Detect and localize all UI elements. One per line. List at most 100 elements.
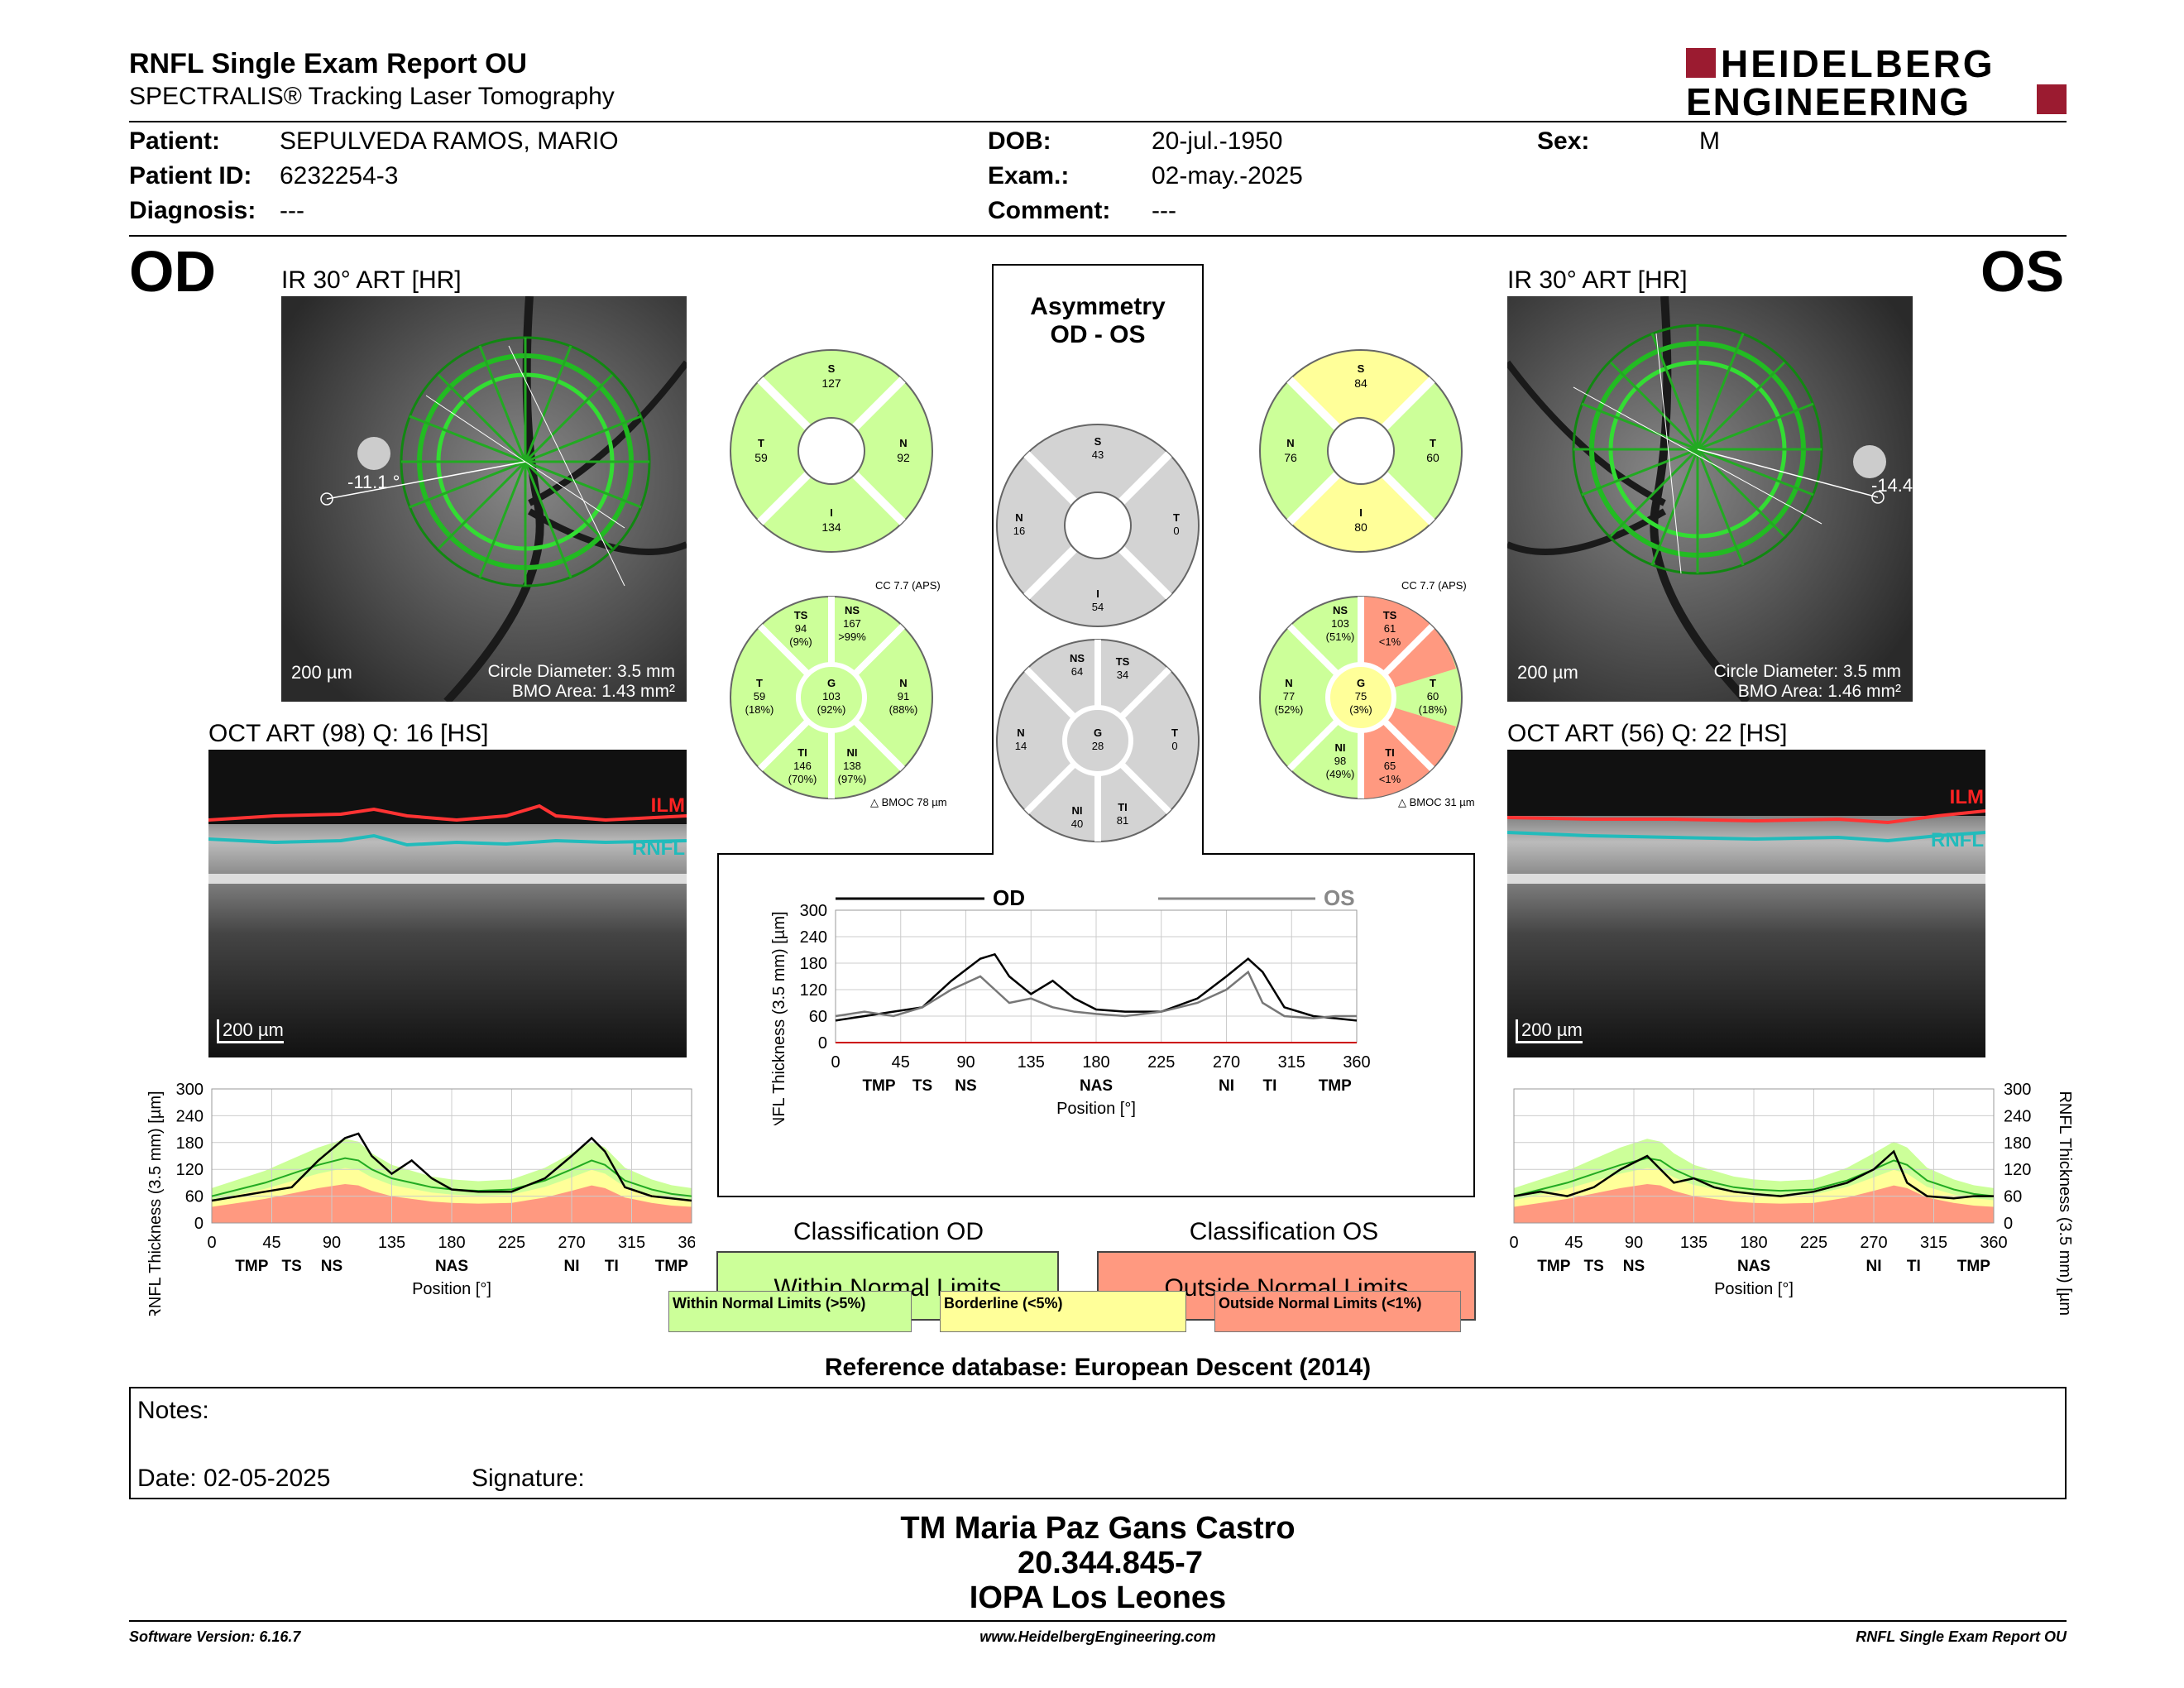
sector-label: TMP [862, 1077, 895, 1095]
os-ir-scale: 200 µm [1517, 662, 1578, 683]
od-ilm-label: ILM [650, 794, 685, 817]
x-tick-label: 270 [1213, 1053, 1240, 1072]
od-angle: -11.1 ° [347, 472, 400, 492]
x-tick-label: 360 [678, 1234, 695, 1252]
svg-text:TS: TS [1116, 655, 1130, 668]
svg-text:(92%): (92%) [817, 703, 846, 716]
svg-text:NI: NI [847, 746, 858, 759]
y-axis-label: RNFL Thickness (3.5 mm) [µm] [2056, 1091, 2074, 1316]
svg-text:167: 167 [843, 617, 861, 630]
dob: 20-jul.-1950 [1152, 127, 1283, 155]
svg-text:34: 34 [1117, 669, 1128, 681]
sector-label: NAS [1080, 1077, 1113, 1095]
svg-text:I: I [1096, 587, 1099, 600]
sector-label: TMP [1319, 1077, 1352, 1095]
svg-text:80: 80 [1354, 520, 1367, 534]
sector-label: NI [1866, 1258, 1882, 1275]
x-tick-label: 135 [1680, 1234, 1707, 1252]
svg-text:138: 138 [843, 760, 861, 772]
od-s4-s-label: S [828, 362, 836, 375]
sector-label: TS [912, 1077, 932, 1095]
svg-text:G: G [1094, 727, 1102, 739]
normative-mean-line [1513, 1157, 1995, 1197]
svg-text:98: 98 [1334, 755, 1346, 767]
svg-text:G: G [827, 677, 836, 689]
svg-text:(70%): (70%) [788, 773, 817, 785]
svg-text:G: G [1357, 677, 1365, 689]
svg-text:NS: NS [1333, 604, 1348, 616]
report-subtitle: SPECTRALIS® Tracking Laser Tomography [129, 83, 615, 110]
svg-text:(49%): (49%) [1326, 768, 1355, 780]
notes-label: Notes: [137, 1397, 209, 1424]
svg-text:75: 75 [1355, 690, 1367, 703]
x-tick-label: 360 [1343, 1053, 1370, 1072]
x-tick-label: 270 [1860, 1234, 1887, 1252]
svg-text:16: 16 [1013, 525, 1025, 537]
svg-text:S: S [1094, 435, 1102, 448]
os-ilm-label: ILM [1949, 786, 1984, 808]
sector-label: TMP [1537, 1258, 1570, 1275]
patient-label: Patient: [129, 127, 221, 155]
comment: --- [1152, 197, 1176, 224]
svg-text:N: N [899, 677, 907, 689]
asymmetry-thickness-chart: 0 45 90 135 180 225 270 315 360 300 240 180 120 60 0 TM… [770, 885, 1371, 1125]
svg-text:<1%: <1% [1379, 773, 1401, 785]
plot-frame [211, 1088, 692, 1224]
od-ir-scale: 200 µm [291, 662, 352, 683]
os-angle: -14.4 [1871, 475, 1913, 496]
legend-within-normal: Within Normal Limits (>5%) [668, 1291, 912, 1332]
sector-label: TI [1907, 1258, 1921, 1275]
notes-box[interactable]: Notes: Date: 02-05-2025 Signature: [129, 1387, 2067, 1499]
patient-id-label: Patient ID: [129, 162, 252, 189]
y-tick-label: 240 [176, 1107, 204, 1125]
legend-borderline: Borderline (<5%) [940, 1291, 1186, 1332]
series-line-od [835, 952, 1358, 1022]
os-bmo-area: BMO Area: 1.46 mm² [1737, 682, 1901, 701]
svg-text:0: 0 [1173, 525, 1179, 537]
svg-text:N: N [1015, 511, 1023, 524]
x-axis-label: Position [°] [412, 1280, 491, 1298]
signature-id: 20.344.845-7 [1018, 1546, 1203, 1580]
svg-text:(9%): (9%) [789, 635, 812, 648]
od-oct-title: OCT ART (98) Q: 16 [HS] [208, 720, 489, 747]
x-tick-label: 45 [1564, 1234, 1583, 1252]
od-rnfl-label: RNFL [632, 837, 685, 860]
x-tick-label: 315 [618, 1234, 645, 1252]
patient-id: 6232254-3 [280, 162, 399, 189]
website-link[interactable]: www.HeidelbergEngineering.com [979, 1628, 1216, 1645]
svg-text:NI: NI [1072, 804, 1083, 817]
legend-os-label: OS [1324, 885, 1355, 910]
os-thickness-chart: 0 45 90 135 180 225 270 315 360 300 240 180 120 60 0 TM… [1509, 1081, 2074, 1316]
svg-text:59: 59 [754, 690, 765, 703]
date-label: Date: 02-05-2025 [137, 1465, 331, 1492]
os-eye-label: OS [1980, 239, 2065, 304]
od-s4-s-value: 127 [821, 376, 841, 390]
sector-label: NI [1219, 1077, 1234, 1095]
os-oct-image: ILM RNFL 200 µm [1507, 750, 1985, 1057]
svg-text:103: 103 [1331, 617, 1349, 630]
svg-text:NS: NS [845, 604, 860, 616]
svg-text:54: 54 [1092, 601, 1104, 613]
x-tick-label: 90 [1625, 1234, 1643, 1252]
sector-label: TMP [1957, 1258, 1990, 1275]
sector-label: TMP [655, 1258, 688, 1275]
svg-text:N: N [1286, 437, 1294, 449]
sex-label: Sex: [1537, 127, 1590, 155]
od-s4-t-value: 59 [754, 451, 768, 464]
svg-text:TS: TS [794, 609, 808, 621]
footer-report-name: RNFL Single Exam Report OU [1856, 1628, 2067, 1645]
svg-text:(18%): (18%) [745, 703, 774, 716]
svg-text:TI: TI [1118, 801, 1128, 813]
sector-label: NS [1623, 1258, 1645, 1275]
svg-text:60: 60 [1427, 690, 1439, 703]
sex: M [1699, 127, 1720, 155]
y-tick-label: 0 [194, 1215, 204, 1233]
y-tick-label: 120 [800, 981, 827, 1000]
svg-text:61: 61 [1384, 622, 1396, 635]
od-oct-image: ILM RNFL 200 µm [208, 750, 687, 1057]
diagnosis-label: Diagnosis: [129, 197, 256, 224]
od-bmo-area: BMO Area: 1.43 mm² [511, 682, 675, 701]
svg-text:81: 81 [1117, 814, 1128, 827]
x-tick-label: 0 [831, 1053, 840, 1072]
sector-label: TI [1263, 1077, 1277, 1095]
